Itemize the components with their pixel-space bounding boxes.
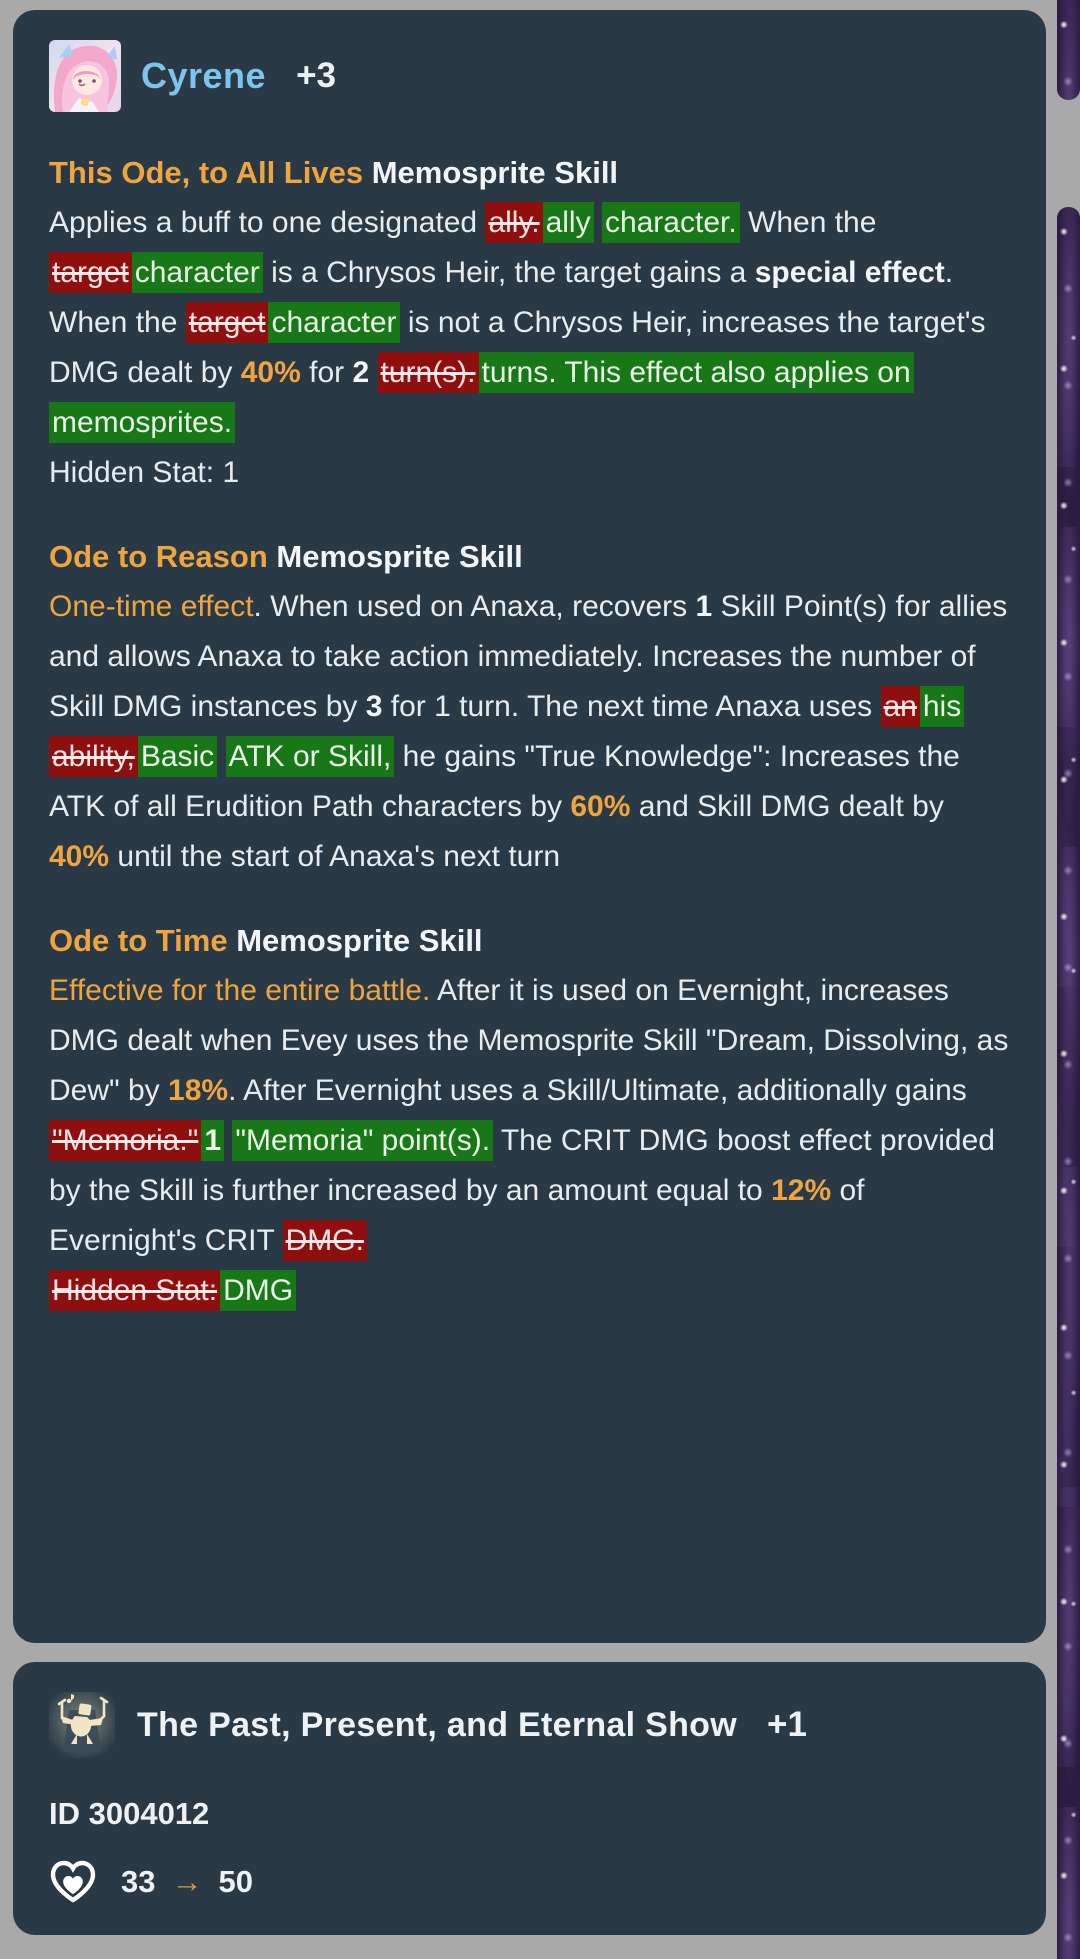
skill-heading: This Ode, to All Lives Memosprite Skill	[49, 155, 619, 190]
scrollbar-thumb[interactable]	[1057, 100, 1080, 207]
favor-old-value: 33	[121, 1864, 156, 1899]
favor-stat-row: 33 → 50	[49, 1860, 1010, 1904]
skill-section-ode-to-time: Ode to Time Memosprite Skill Effective f…	[49, 916, 1010, 1316]
hidden-stat-line: Hidden Stat: DMG	[49, 1266, 1010, 1316]
starfield-background-bottom	[1057, 207, 1080, 1959]
hidden-stat-line: Hidden Stat: 1	[49, 456, 240, 489]
character-name: Cyrene	[141, 55, 267, 96]
skill-heading: Ode to Time Memosprite Skill	[49, 923, 483, 958]
skill-description: One-time effect. When used on Anaxa, rec…	[49, 590, 1008, 873]
character-diff-card: Cyrene +3 This Ode, to All Lives Memospr…	[13, 10, 1046, 1643]
lightcone-diff-card: The Past, Present, and Eternal Show +1 I…	[13, 1662, 1046, 1935]
skill-description: Effective for the entire battle. After i…	[49, 966, 1010, 1266]
scrollbar-track	[1057, 0, 1080, 1959]
skill-section-this-ode-to-all-lives: This Ode, to All Lives Memosprite Skill …	[49, 148, 1010, 498]
lightcone-title: The Past, Present, and Eternal Show	[137, 1705, 737, 1744]
starfield-background-top	[1057, 0, 1080, 100]
lightcone-id: ID 3004012	[49, 1796, 210, 1831]
cyrene-avatar	[49, 40, 121, 112]
heart-icon	[50, 1860, 96, 1903]
lightcone-header: The Past, Present, and Eternal Show +1	[49, 1692, 1010, 1758]
lightcone-icon-art	[49, 1692, 115, 1758]
favor-new-value: 50	[218, 1864, 253, 1899]
change-count-badge: +1	[767, 1705, 807, 1744]
skill-section-ode-to-reason: Ode to Reason Memosprite Skill One-time …	[49, 532, 1010, 882]
arrow-right-icon: →	[171, 1864, 203, 1899]
skill-heading: Ode to Reason Memosprite Skill	[49, 539, 523, 574]
change-count-badge: +3	[296, 56, 336, 95]
skill-description: Applies a buff to one designated ally. al…	[49, 198, 1010, 448]
lightcone-icon	[49, 1692, 115, 1758]
character-header: Cyrene +3	[49, 40, 1010, 112]
cyrene-avatar-art	[49, 40, 121, 112]
